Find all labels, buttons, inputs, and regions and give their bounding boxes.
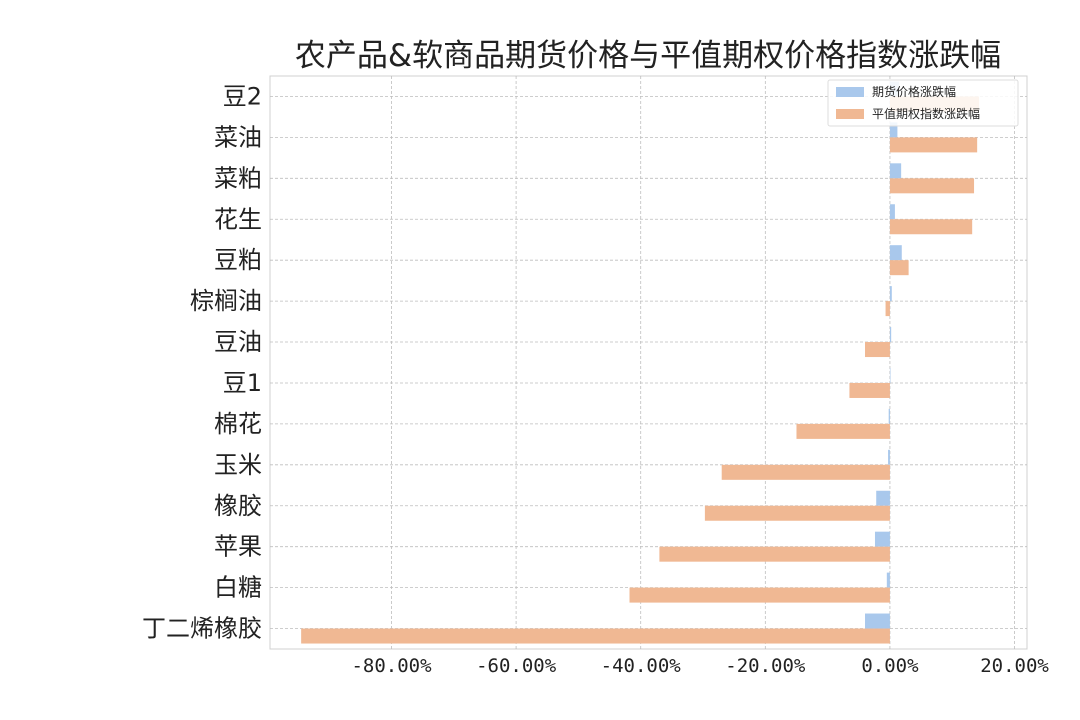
bar-options (629, 587, 890, 603)
bar-options (796, 423, 890, 439)
bar-futures (889, 367, 891, 383)
legend-box (827, 79, 1019, 127)
y-tick-label: 苹果 (214, 533, 262, 561)
bar-options (301, 628, 890, 644)
bars (301, 81, 980, 644)
bar-options (889, 178, 975, 194)
x-tick-label: 0.00% (861, 655, 919, 677)
bar-options (889, 219, 973, 235)
bar-options (704, 505, 890, 521)
y-tick-label: 玉米 (214, 451, 262, 479)
x-tick-label: -60.00% (476, 655, 557, 677)
bar-futures (889, 163, 902, 179)
y-tick-label: 菜粕 (214, 164, 262, 192)
bar-futures (889, 245, 902, 261)
legend-swatch-futures (836, 87, 864, 97)
bar-options (885, 301, 890, 317)
x-tick-label: -40.00% (601, 655, 682, 677)
bar-futures (889, 122, 898, 138)
y-tick-label: 橡胶 (214, 492, 262, 520)
bar-options (849, 382, 890, 398)
bar-futures (889, 286, 892, 302)
chart-title: 农产品&软商品期货价格与平值期权价格指数涨跌幅 (295, 38, 1001, 74)
x-tick-label: 20.00% (980, 655, 1049, 677)
x-tick-label: -80.00% (351, 655, 432, 677)
bar-options (865, 342, 890, 358)
bar-futures (888, 449, 890, 465)
x-tick-label: -20.00% (725, 655, 806, 677)
bar-futures (889, 204, 895, 220)
y-tick-label: 菜油 (214, 123, 262, 151)
legend: 期货价格涨跌幅 平值期权指数涨跌幅 (827, 79, 1019, 127)
bar-options (659, 546, 890, 562)
y-tick-label: 白糖 (214, 574, 262, 602)
grid (270, 76, 1027, 649)
y-tick-label: 豆1 (223, 369, 262, 397)
bar-futures (865, 613, 890, 629)
y-tick-label: 花生 (214, 205, 262, 233)
bar-options (889, 137, 978, 153)
bar-futures (889, 327, 892, 343)
y-tick-label: 豆油 (214, 328, 262, 356)
legend-swatch-options (836, 109, 864, 119)
bar-futures (888, 408, 890, 424)
bar-futures (876, 490, 890, 506)
legend-label-futures: 期货价格涨跌幅 (872, 84, 956, 99)
x-axis-labels: -80.00% -60.00% -40.00% -20.00% 0.00% 20.00% (351, 655, 1049, 677)
y-tick-label: 丁二烯橡胶 (142, 615, 262, 643)
plot-area (269, 75, 1028, 650)
bar-futures (874, 531, 890, 547)
bar-options (721, 464, 890, 480)
bar-options (889, 260, 909, 276)
y-tick-label: 豆粕 (214, 246, 262, 274)
y-tick-label: 豆2 (223, 82, 262, 110)
legend-label-options: 平值期权指数涨跌幅 (872, 106, 980, 121)
y-tick-label: 棕榈油 (190, 287, 262, 315)
bar-futures (886, 572, 890, 588)
y-tick-label: 棉花 (214, 410, 262, 438)
